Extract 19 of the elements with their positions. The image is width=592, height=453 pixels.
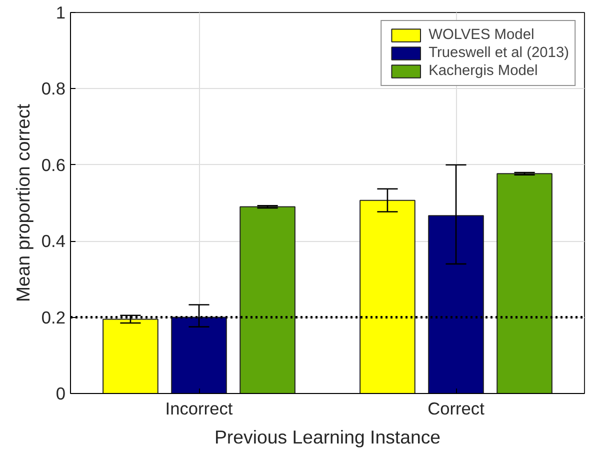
y-tick-label: 0.2 [41,307,66,328]
legend-label: WOLVES Model [428,27,534,43]
y-tick-label: 0 [56,384,66,404]
legend-label: Kachergis Model [428,63,538,79]
bar [102,318,158,394]
x-tick-label: Correct [428,398,485,418]
legend-label: Trueswell et al (2013) [428,45,569,61]
x-axis-title: Previous Learning Instance [214,426,441,448]
bar [496,173,552,394]
y-axis-title: Mean proportion correct [12,103,34,302]
y-tick-label: 0.6 [41,154,66,175]
bar [171,316,227,394]
x-tick-label: Incorrect [165,398,233,418]
y-tick-label: 0.8 [41,78,66,99]
bar [240,206,296,394]
bar [428,215,484,394]
y-tick-label: 1 [56,2,66,22]
y-tick-label: 0.4 [41,231,66,252]
bar [360,200,416,394]
